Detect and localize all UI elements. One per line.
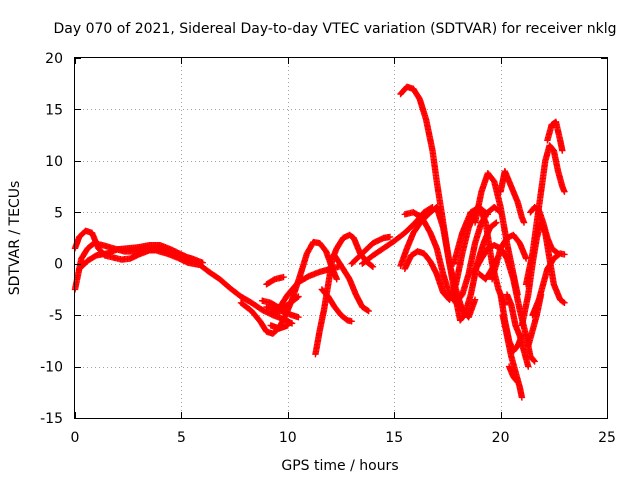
data-point [537, 291, 545, 298]
data-point [295, 293, 302, 300]
data-point [386, 233, 394, 241]
data-point [522, 255, 530, 262]
y-tick-label: -15 [40, 411, 63, 427]
data-point [471, 296, 479, 303]
series-track-n [348, 233, 394, 267]
series-track-j [263, 273, 287, 288]
x-tick-label: 25 [598, 430, 616, 446]
series-track-af [525, 291, 545, 350]
y-tick-label: 15 [45, 102, 63, 118]
series-track-ae [527, 203, 562, 257]
chart-title: Day 070 of 2021, Sidereal Day-to-day VTE… [54, 21, 617, 37]
data-point [493, 255, 500, 262]
series-track-i [267, 307, 302, 321]
series-track-l [318, 286, 355, 325]
x-tick-label: 15 [385, 430, 403, 446]
data-point [559, 147, 566, 154]
y-tick-label: 5 [54, 205, 63, 221]
data-point [525, 363, 532, 370]
data-point [369, 263, 377, 270]
axis-ticks [75, 58, 608, 419]
series-track-m [331, 252, 372, 315]
plot-frame [74, 57, 608, 419]
grid [75, 58, 607, 418]
series-track-d [195, 260, 296, 327]
data-points [71, 83, 568, 401]
data-point [295, 314, 302, 321]
series-track-ab [522, 142, 568, 288]
data-point [518, 394, 526, 401]
series-track-ag [476, 255, 500, 283]
data-point [520, 219, 528, 226]
y-tick-label: -10 [40, 360, 63, 376]
data-point [514, 378, 521, 386]
series-track-c [76, 242, 196, 273]
y-tick-label: 10 [45, 154, 63, 170]
x-tick-label: 0 [71, 430, 80, 446]
x-tick-labels: 0 5 10 15 20 25 [71, 430, 616, 446]
data-point [554, 250, 562, 257]
y-axis-label: SDTVAR / TECUs [7, 181, 23, 296]
data-point [280, 273, 287, 281]
data-point [288, 320, 296, 327]
data-point [365, 307, 372, 315]
series-track-s [401, 203, 504, 306]
x-tick-label: 20 [492, 430, 510, 446]
data-point [493, 219, 500, 226]
data-point [561, 251, 568, 258]
y-tick-label: -5 [49, 308, 63, 324]
y-tick-label: 0 [54, 257, 63, 273]
data-point [531, 358, 538, 365]
series-track-ac [544, 118, 566, 154]
x-axis-label: GPS time / hours [281, 458, 398, 474]
data-point [348, 318, 355, 325]
series-track-x [497, 167, 528, 226]
series-track-z [497, 291, 526, 355]
series-track-v [469, 242, 538, 365]
series-track-ah [503, 291, 532, 370]
series-track-f [259, 263, 343, 312]
series-track-ai [505, 363, 521, 386]
series-track-h [267, 322, 291, 332]
x-tick-label: 10 [279, 430, 297, 446]
data-point [561, 299, 568, 306]
data-point [333, 275, 340, 283]
y-tick-label: 20 [45, 51, 63, 67]
x-tick-label: 5 [177, 430, 186, 446]
data-point [561, 188, 568, 195]
data-point [188, 256, 196, 263]
y-tick-labels: -15 -10 -5 0 5 10 15 20 [40, 51, 63, 427]
data-point [284, 322, 291, 329]
